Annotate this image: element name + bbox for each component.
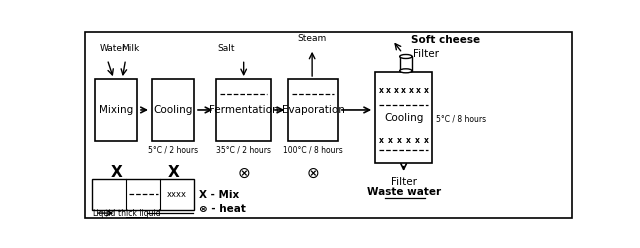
Text: ⊗ - heat: ⊗ - heat xyxy=(199,204,246,214)
Text: Filter: Filter xyxy=(413,49,439,59)
Text: Fermentation: Fermentation xyxy=(209,105,278,115)
Text: Milk: Milk xyxy=(121,44,140,53)
Text: x: x xyxy=(415,136,420,145)
Ellipse shape xyxy=(399,69,412,73)
Bar xyxy=(152,79,194,141)
Text: 5°C / 2 hours: 5°C / 2 hours xyxy=(148,145,198,154)
Text: x: x xyxy=(379,86,383,95)
Text: Evaporation: Evaporation xyxy=(282,105,344,115)
Text: 35°C / 2 hours: 35°C / 2 hours xyxy=(216,145,271,154)
Bar xyxy=(216,79,271,141)
Text: Filter: Filter xyxy=(390,177,417,187)
Text: Liquid: Liquid xyxy=(92,209,116,217)
Text: Water: Water xyxy=(100,44,127,53)
Text: Salt: Salt xyxy=(218,44,235,53)
Bar xyxy=(288,79,338,141)
Text: Soft cheese: Soft cheese xyxy=(412,35,481,45)
Text: x: x xyxy=(388,136,392,145)
Text: xxxx: xxxx xyxy=(167,190,187,199)
Text: ⊗: ⊗ xyxy=(237,165,250,181)
Text: Steam: Steam xyxy=(298,34,327,43)
Text: x: x xyxy=(416,86,421,95)
Text: x: x xyxy=(409,86,413,95)
Text: X: X xyxy=(110,165,122,181)
Text: X: X xyxy=(168,165,179,181)
Bar xyxy=(375,72,432,163)
Text: 100°C / 8 hours: 100°C / 8 hours xyxy=(284,145,343,154)
Bar xyxy=(95,79,137,141)
Text: thick liquid: thick liquid xyxy=(118,209,161,217)
Bar xyxy=(399,57,412,71)
Text: ⊗: ⊗ xyxy=(307,165,319,181)
Text: x: x xyxy=(424,136,429,145)
Text: x: x xyxy=(401,86,406,95)
Text: x: x xyxy=(386,86,391,95)
Text: x: x xyxy=(379,136,383,145)
Ellipse shape xyxy=(399,55,412,59)
Text: x: x xyxy=(406,136,411,145)
Text: 5°C / 8 hours: 5°C / 8 hours xyxy=(436,114,486,123)
Text: Cooling: Cooling xyxy=(384,113,423,123)
Text: x: x xyxy=(397,136,401,145)
Text: Cooling: Cooling xyxy=(154,105,193,115)
Text: x: x xyxy=(394,86,399,95)
Text: Mixing: Mixing xyxy=(99,105,133,115)
Text: Waste water: Waste water xyxy=(367,187,441,197)
Text: X - Mix: X - Mix xyxy=(199,190,239,200)
Bar xyxy=(92,179,194,210)
Text: x: x xyxy=(424,86,429,95)
